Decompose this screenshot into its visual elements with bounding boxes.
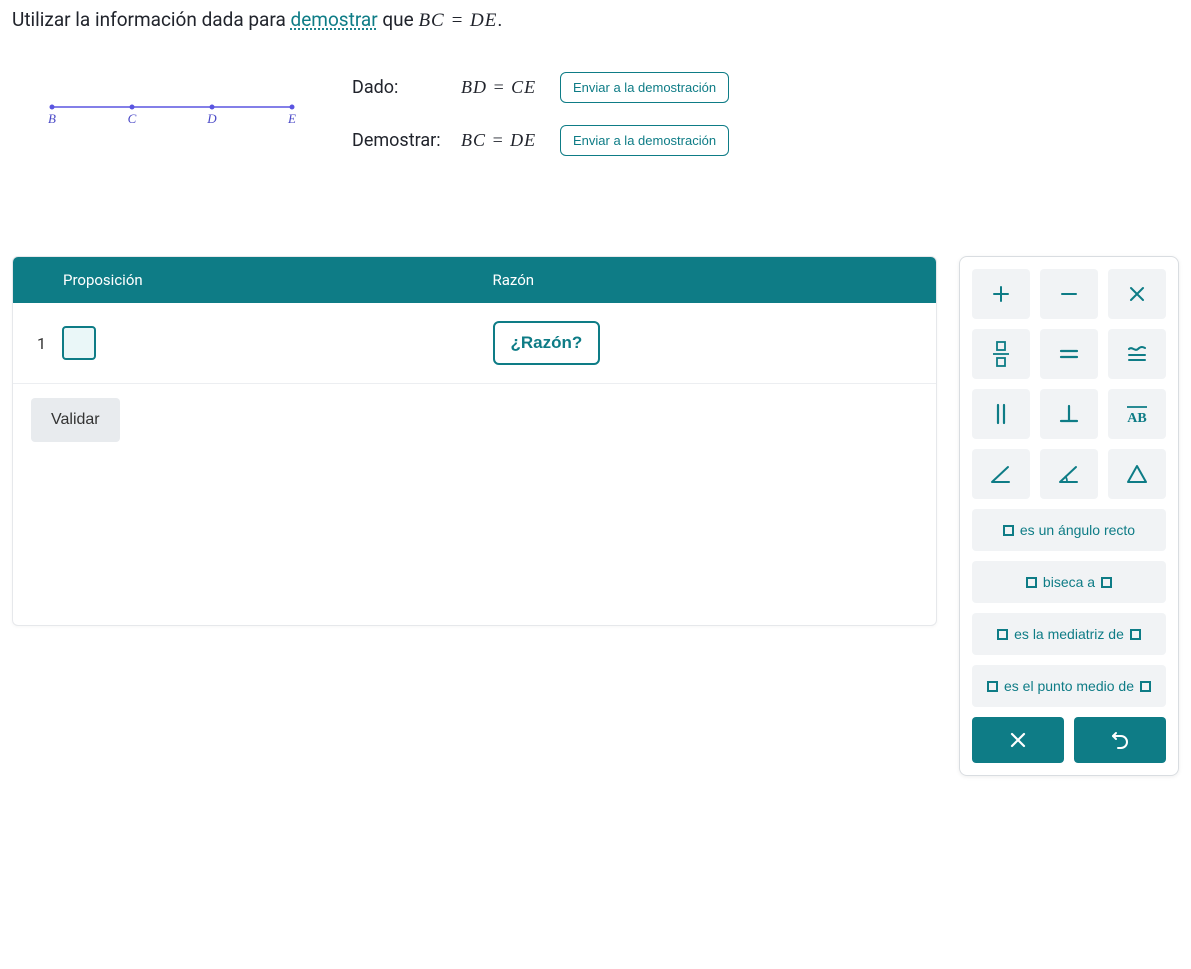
placeholder-box-icon — [987, 681, 998, 692]
placeholder-box-icon — [1003, 525, 1014, 536]
placeholder-box-icon — [1026, 577, 1037, 588]
send-dado-button[interactable]: Enviar a la demostración — [560, 72, 729, 103]
header-prop: Proposición — [13, 257, 475, 303]
given-block: Dado: BD = CE Enviar a la demostración D… — [352, 72, 729, 156]
key-segment[interactable]: AB — [1108, 389, 1166, 439]
key-measured-angle[interactable] — [1040, 449, 1098, 499]
reason-button[interactable]: ¿Razón? — [493, 321, 601, 365]
key-parallel[interactable] — [972, 389, 1030, 439]
segment-label: AB — [1127, 411, 1146, 426]
instruction-prefix: Utilizar la información dada para — [12, 8, 291, 31]
instruction-suffix: que — [378, 8, 419, 31]
keypad-bottom — [972, 717, 1166, 763]
svg-text:C: C — [128, 111, 137, 126]
key-bisects[interactable]: biseca a — [972, 561, 1166, 603]
proof-panel: Proposición Razón 1 ¿Razón? Validar — [12, 256, 937, 626]
key-equals[interactable] — [1040, 329, 1098, 379]
placeholder-box-icon — [1140, 681, 1151, 692]
key-plus[interactable] — [972, 269, 1030, 319]
proposition-input[interactable] — [62, 326, 96, 360]
dado-label: Dado: — [352, 77, 447, 98]
key-perp-bisector-label: es la mediatriz de — [1014, 626, 1124, 642]
key-bisects-label: biseca a — [1043, 574, 1095, 590]
proof-header: Proposición Razón — [13, 257, 936, 303]
placeholder-box-icon — [1101, 577, 1112, 588]
instruction-period: . — [497, 8, 502, 31]
keypad-grid: AB — [972, 269, 1166, 499]
key-perp-bisector[interactable]: es la mediatriz de — [972, 613, 1166, 655]
key-perpendicular[interactable] — [1040, 389, 1098, 439]
given-dado-row: Dado: BD = CE Enviar a la demostración — [352, 72, 729, 103]
key-midpoint-label: es el punto medio de — [1004, 678, 1134, 694]
svg-text:E: E — [287, 111, 296, 126]
key-minus[interactable] — [1040, 269, 1098, 319]
key-midpoint[interactable]: es el punto medio de — [972, 665, 1166, 707]
keypad-panel: AB es un ángulo recto biseca a — [959, 256, 1179, 776]
validate-row: Validar — [13, 384, 936, 456]
key-delete[interactable] — [972, 717, 1064, 763]
demostrar-expr: BC = DE — [461, 130, 546, 151]
key-undo[interactable] — [1074, 717, 1166, 763]
key-congruent[interactable] — [1108, 329, 1166, 379]
instruction-goal: BC = DE — [418, 10, 497, 31]
key-angle[interactable] — [972, 449, 1030, 499]
send-demostrar-button[interactable]: Enviar a la demostración — [560, 125, 729, 156]
key-triangle[interactable] — [1108, 449, 1166, 499]
key-right-angle-label: es un ángulo recto — [1020, 522, 1135, 538]
row-number: 1 — [37, 334, 46, 353]
key-fraction[interactable] — [972, 329, 1030, 379]
top-area: B C D E Dado: BD = CE Enviar a la demost… — [12, 72, 1179, 156]
validate-button[interactable]: Validar — [31, 398, 120, 442]
instruction-link[interactable]: demostrar — [291, 8, 378, 31]
segment-diagram: B C D E — [42, 99, 322, 129]
svg-text:B: B — [48, 111, 56, 126]
svg-text:D: D — [206, 111, 217, 126]
given-demostrar-row: Demostrar: BC = DE Enviar a la demostrac… — [352, 125, 729, 156]
dado-expr: BD = CE — [461, 77, 546, 98]
key-right-angle[interactable]: es un ángulo recto — [972, 509, 1166, 551]
proof-row: 1 ¿Razón? — [13, 303, 936, 384]
header-reason: Razón — [475, 257, 937, 303]
placeholder-box-icon — [1130, 629, 1141, 640]
placeholder-box-icon — [997, 629, 1008, 640]
demostrar-label: Demostrar: — [352, 130, 447, 151]
instruction-text: Utilizar la información dada para demost… — [12, 8, 1179, 32]
key-times[interactable] — [1108, 269, 1166, 319]
lower-area: Proposición Razón 1 ¿Razón? Validar — [12, 256, 1179, 776]
